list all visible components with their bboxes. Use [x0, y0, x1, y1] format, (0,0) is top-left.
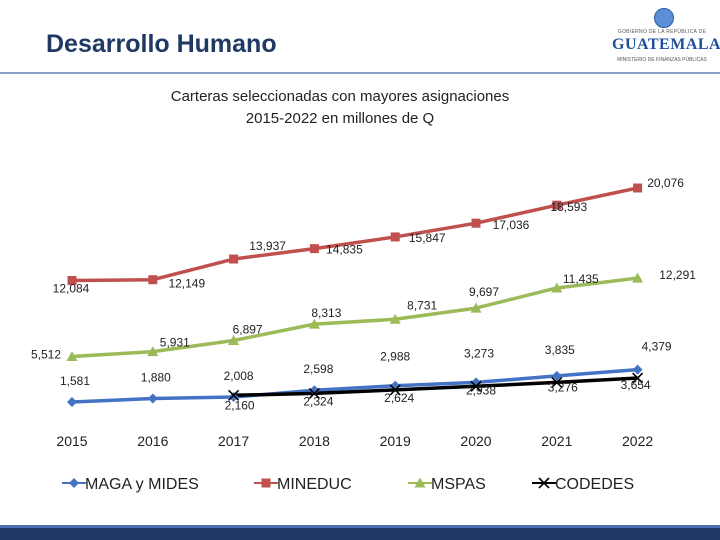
series-line-codedes: [233, 376, 638, 398]
data-point-codedes: [470, 380, 482, 392]
legend-entry: CODEDES: [555, 476, 634, 493]
page-title: Desarrollo Humano: [46, 30, 277, 58]
data-point-mineduc: [67, 275, 77, 285]
data-point-mspas: [470, 302, 482, 313]
data-label-mineduc: 17,036: [493, 218, 530, 232]
data-point-codedes: [228, 389, 240, 401]
data-label-mineduc: 13,937: [249, 239, 286, 253]
data-point-mspas: [632, 272, 644, 283]
data-label-mspas: 11,435: [563, 272, 599, 286]
data-label-maga-y-mides: 4,379: [642, 340, 672, 354]
data-label-maga-y-mides: 3,835: [545, 343, 575, 357]
data-point-codedes: [632, 372, 644, 384]
data-point-mineduc: [309, 244, 319, 254]
x-tick-label: 2022: [622, 433, 653, 449]
data-point-mineduc: [229, 254, 239, 264]
data-point-maga-y-mides: [67, 397, 77, 407]
legend-entry: MINEDUC: [277, 476, 352, 493]
data-point-mspas: [228, 334, 240, 345]
data-label-codedes: 2,160: [225, 398, 255, 412]
national-emblem-icon: [654, 8, 674, 28]
data-point-mspas: [308, 318, 320, 329]
data-label-mspas: 8,731: [407, 298, 437, 312]
x-tick-label: 2018: [299, 433, 330, 449]
data-label-maga-y-mides: 2,008: [224, 369, 254, 383]
logo-small-text: GOBIERNO DE LA REPÚBLICA DE: [617, 29, 707, 35]
data-label-mspas: 5,931: [160, 336, 190, 350]
data-point-maga-y-mides: [228, 392, 239, 403]
data-label-codedes: 2,624: [384, 391, 414, 405]
data-label-mspas: 6,897: [233, 322, 263, 336]
data-point-mspas: [147, 346, 159, 357]
series-line-maga-y-mides: [71, 367, 638, 404]
x-tick-label: 2017: [218, 433, 249, 449]
x-tick-label: 2019: [380, 433, 411, 449]
data-label-mspas: 9,697: [469, 285, 499, 299]
logo-main-text: GUATEMALA: [612, 36, 720, 53]
data-label-maga-y-mides: 3,273: [464, 346, 494, 360]
legend-entry: MAGA y MIDES: [85, 476, 199, 493]
legend-marker: [261, 478, 271, 488]
data-label-mspas: 12,291: [659, 268, 696, 282]
header: Desarrollo Humano GOBIERNO DE LA REPÚBLI…: [0, 0, 720, 72]
data-label-maga-y-mides: 2,988: [380, 350, 410, 364]
data-point-mspas: [66, 351, 78, 362]
data-point-mspas: [389, 313, 401, 324]
data-point-mineduc: [552, 200, 562, 210]
data-point-maga-y-mides: [632, 364, 643, 375]
data-label-codedes: 2,324: [303, 394, 333, 408]
data-point-maga-y-mides: [147, 393, 158, 404]
data-point-maga-y-mides: [551, 370, 562, 381]
data-label-codedes: 3,276: [548, 380, 578, 394]
data-point-codedes: [308, 387, 320, 399]
footer-bar: [0, 528, 720, 540]
legend-entry: MSPAS: [431, 476, 486, 493]
logo-sub-text: MINISTERIO DE FINANZAS PÚBLICAS: [617, 57, 707, 63]
data-label-mineduc: 14,835: [326, 243, 363, 257]
x-tick-label: 2016: [137, 433, 168, 449]
legend-marker: [414, 477, 426, 488]
legend-marker: [69, 478, 79, 488]
x-tick-label: 2015: [56, 433, 87, 449]
series-line-mspas: [71, 276, 638, 359]
data-label-mspas: 5,512: [31, 348, 61, 362]
data-label-mineduc: 18,593: [550, 200, 587, 214]
data-label-mineduc: 20,076: [647, 176, 684, 190]
data-label-maga-y-mides: 2,598: [303, 362, 333, 376]
data-label-mineduc: 15,847: [409, 231, 446, 245]
x-tick-label: 2020: [460, 433, 491, 449]
data-label-codedes: 2,938: [466, 383, 496, 397]
data-label-maga-y-mides: 1,581: [60, 374, 90, 388]
data-point-mineduc: [471, 218, 481, 228]
data-label-codedes: 3,654: [621, 378, 651, 392]
guatemala-logo: GOBIERNO DE LA REPÚBLICA DE GUATEMALA MI…: [612, 8, 720, 70]
legend-marker: [538, 477, 550, 489]
data-point-mineduc: [148, 275, 158, 285]
data-label-mineduc: 12,084: [53, 281, 90, 295]
series-line-mineduc: [71, 186, 638, 283]
data-point-codedes: [551, 376, 563, 388]
data-point-mineduc: [390, 232, 400, 242]
data-label-maga-y-mides: 1,880: [141, 371, 171, 385]
data-label-mineduc: 12,149: [168, 277, 205, 291]
chart-title: Carteras seleccionadas con mayores asign…: [170, 88, 510, 105]
header-divider: [0, 72, 720, 74]
data-label-mspas: 8,313: [311, 306, 341, 320]
data-point-maga-y-mides: [309, 385, 320, 396]
footer-line: [0, 525, 720, 528]
x-tick-label: 2021: [541, 433, 572, 449]
data-point-codedes: [389, 384, 401, 396]
data-point-mineduc: [633, 183, 643, 193]
chart-subtitle: 2015-2022 en millones de Q: [245, 110, 435, 127]
data-point-mspas: [551, 282, 563, 293]
